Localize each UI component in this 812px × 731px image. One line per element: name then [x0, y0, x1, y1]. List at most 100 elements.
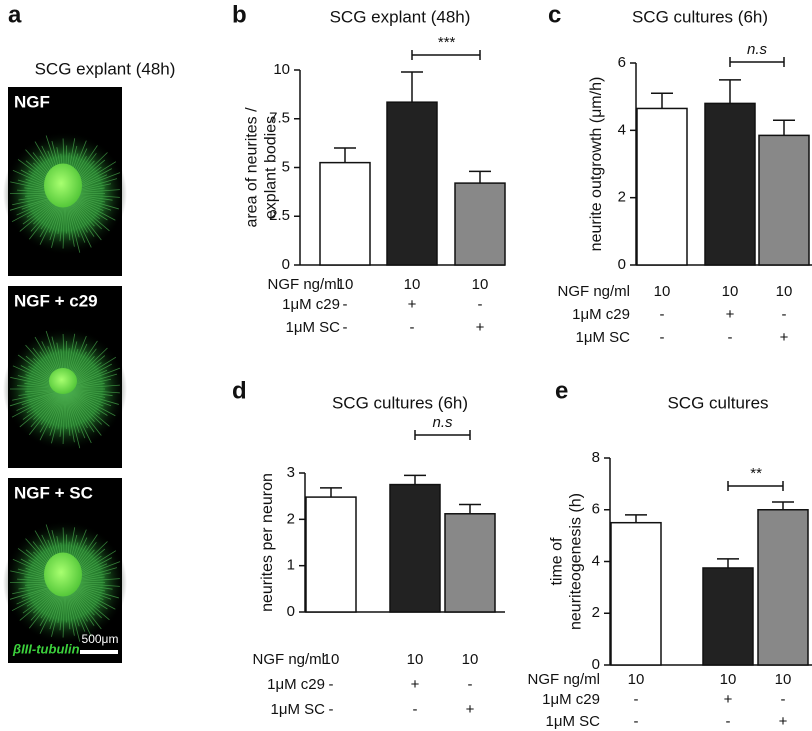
y-tick-label: 0 [592, 656, 600, 673]
neurite [19, 388, 66, 428]
bar [702, 567, 754, 666]
explant-body [44, 163, 82, 208]
condition-label: NGF ng/ml [527, 671, 600, 688]
neurite [64, 388, 110, 427]
neurite [64, 388, 95, 422]
condition-value: - [343, 319, 348, 336]
condition-value: - [634, 691, 639, 708]
y-tick-label: 4 [592, 552, 600, 569]
panel-letter: c [548, 1, 561, 28]
condition-label: 1μM c29 [542, 691, 600, 708]
neurite [64, 388, 104, 407]
condition-value: - [728, 329, 733, 346]
condition-value: 10 [720, 671, 737, 688]
bar [757, 509, 809, 666]
condition-value: 10 [323, 651, 340, 668]
condition-value: 10 [776, 283, 793, 300]
neurite [30, 388, 66, 428]
y-tick-label: 6 [618, 54, 626, 71]
neurite [51, 388, 66, 444]
bar [444, 513, 496, 613]
condition-label: 1μM c29 [572, 306, 630, 323]
bar [319, 161, 371, 266]
bar [454, 182, 506, 266]
condition-value: - [634, 713, 639, 730]
y-tick-label: 3 [287, 464, 295, 481]
condition-value: + [779, 713, 788, 730]
condition-value: - [410, 319, 415, 336]
y-axis-label: area of neurites / [244, 107, 261, 228]
condition-value: - [781, 691, 786, 708]
neurite [64, 388, 92, 444]
condition-value: 10 [462, 651, 479, 668]
condition-label: 1μM SC [286, 319, 341, 336]
significance-label: n.s [432, 414, 453, 431]
y-tick-label: 5 [282, 158, 290, 175]
neurite [64, 388, 119, 405]
y-tick-label: 2 [592, 604, 600, 621]
explant-body [44, 552, 82, 597]
chart-title: SCG cultures [667, 393, 768, 412]
chart-title: SCG explant (48h) [330, 7, 471, 26]
condition-label: 1μM SC [576, 329, 631, 346]
panel-letter: d [232, 377, 247, 404]
neurite [64, 388, 108, 416]
condition-label: NGF ng/ml [557, 283, 630, 300]
condition-value: - [726, 713, 731, 730]
bar [704, 102, 756, 266]
condition-value: 10 [337, 276, 354, 293]
neurite [28, 388, 66, 435]
neurite [64, 388, 102, 425]
condition-value: 10 [775, 671, 792, 688]
condition-label: NGF ng/ml [252, 651, 325, 668]
bar [610, 521, 662, 666]
explant-body [49, 368, 77, 394]
y-tick-label: 0 [618, 256, 626, 273]
bar [386, 101, 438, 266]
condition-value: + [466, 701, 475, 718]
y-tick-label: 0 [287, 603, 295, 620]
condition-value: 10 [407, 651, 424, 668]
neurite [64, 388, 102, 436]
y-tick-label: 6 [592, 501, 600, 518]
neurite [64, 388, 81, 449]
condition-value: - [782, 306, 787, 323]
panel-letter: e [555, 377, 568, 404]
chart-title: SCG cultures (6h) [332, 393, 468, 412]
neurite [64, 388, 86, 439]
y-tick-label: 10 [273, 61, 290, 78]
condition-value: - [343, 296, 348, 313]
significance-label: *** [437, 34, 456, 51]
chart-title: SCG cultures (6h) [632, 7, 768, 26]
neurite [57, 388, 66, 430]
significance-label: ** [750, 465, 763, 482]
y-tick-label: 8 [592, 449, 600, 466]
condition-value: 10 [472, 276, 489, 293]
condition-label: NGF ng/ml [267, 276, 340, 293]
image-label: NGF + c29 [14, 291, 98, 310]
condition-label: 1μM c29 [282, 296, 340, 313]
condition-value: - [329, 676, 334, 693]
condition-value: + [726, 306, 735, 323]
neurite [62, 388, 66, 444]
image-label: NGF + SC [14, 483, 93, 502]
neurite [64, 388, 95, 433]
y-tick-label: 1 [287, 557, 295, 574]
neurite [64, 388, 101, 415]
panel-title: SCG explant (48h) [35, 59, 176, 78]
neurite [11, 388, 66, 418]
condition-value: - [468, 676, 473, 693]
y-axis-label: time of [549, 537, 566, 586]
y-axis-label: neurites per neuron [259, 473, 276, 612]
condition-value: 10 [654, 283, 671, 300]
neurite [64, 388, 112, 407]
condition-value: + [408, 296, 417, 313]
panel-letter: a [8, 1, 22, 28]
neurite [64, 388, 71, 436]
bar [389, 483, 441, 613]
condition-value: 10 [628, 671, 645, 688]
neurite [64, 388, 88, 429]
condition-value: + [780, 329, 789, 346]
bar [636, 107, 688, 266]
neurite [33, 388, 66, 420]
